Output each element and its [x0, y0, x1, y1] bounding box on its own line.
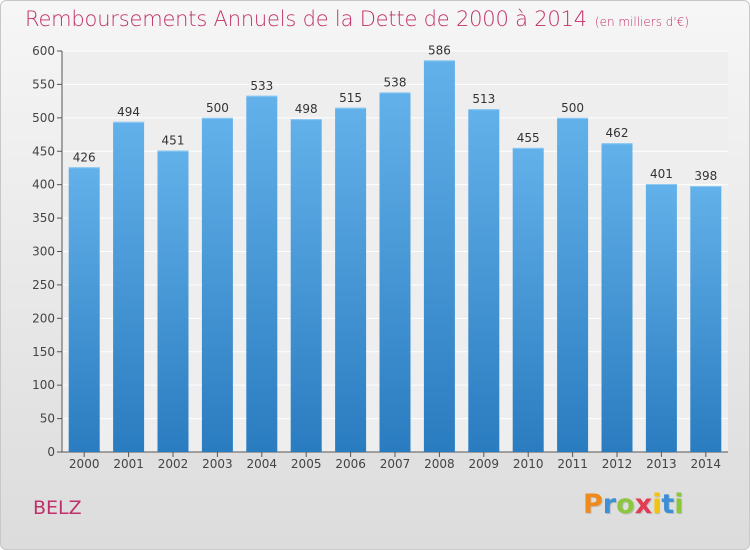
x-tick-label: 2004: [247, 457, 278, 471]
bar[interactable]: [68, 167, 100, 453]
x-tick-label: 2000: [69, 457, 100, 471]
logo-letter: r: [602, 489, 617, 520]
logo-letter: x: [634, 489, 653, 520]
bar[interactable]: [379, 92, 411, 452]
x-tick-label: 2005: [291, 457, 322, 471]
commune-name: BELZ: [33, 497, 82, 519]
y-tick-label: 100: [32, 378, 55, 392]
chart-title: Remboursements Annuels de la Dette de 20…: [25, 7, 689, 31]
x-tick-label: 2009: [469, 457, 500, 471]
y-tick-label: 500: [32, 111, 55, 125]
data-label: 451: [162, 134, 185, 148]
y-tick-label: 350: [32, 211, 55, 225]
logo-letter: P: [583, 489, 603, 520]
chart-subtitle: (en milliers d'€): [594, 15, 690, 29]
bar[interactable]: [645, 183, 677, 452]
bar[interactable]: [113, 121, 145, 453]
y-tick-label: 450: [32, 144, 55, 158]
bar[interactable]: [512, 147, 544, 453]
y-tick-label: 200: [32, 311, 55, 325]
data-label: 462: [606, 126, 629, 140]
data-label: 398: [694, 169, 717, 183]
bar[interactable]: [246, 95, 278, 453]
data-label: 533: [250, 79, 273, 93]
y-tick-label: 300: [32, 245, 55, 259]
bar[interactable]: [557, 117, 589, 452]
logo-letter: i: [674, 489, 684, 520]
data-label: 401: [650, 167, 673, 181]
x-tick-label: 2014: [691, 457, 722, 471]
y-tick-label: 50: [40, 412, 55, 426]
data-label: 586: [428, 43, 451, 57]
data-label: 500: [561, 101, 584, 115]
bar[interactable]: [690, 186, 722, 452]
y-tick-label: 150: [32, 345, 55, 359]
proxiti-logo[interactable]: Proxiti: [583, 489, 684, 520]
logo-letter: i: [652, 489, 662, 520]
title-text: Remboursements Annuels de la Dette de 20…: [25, 7, 587, 31]
x-tick-label: 2011: [557, 457, 588, 471]
data-label: 513: [472, 92, 495, 106]
x-tick-label: 2003: [202, 457, 233, 471]
bar[interactable]: [335, 107, 367, 452]
x-tick-label: 2001: [113, 457, 144, 471]
data-label: 455: [517, 131, 540, 145]
bar[interactable]: [290, 119, 322, 453]
x-tick-label: 2008: [424, 457, 455, 471]
bar[interactable]: [601, 143, 633, 453]
x-tick-label: 2002: [158, 457, 189, 471]
data-label: 426: [73, 150, 96, 164]
bar[interactable]: [201, 117, 233, 452]
x-tick-label: 2006: [335, 457, 366, 471]
data-label: 494: [117, 105, 140, 119]
x-tick-label: 2013: [646, 457, 677, 471]
data-label: 498: [295, 102, 318, 116]
bar[interactable]: [468, 109, 500, 453]
data-label: 538: [384, 75, 407, 89]
y-tick-label: 600: [32, 44, 55, 58]
x-tick-label: 2012: [602, 457, 633, 471]
bar[interactable]: [423, 60, 455, 453]
x-tick-label: 2010: [513, 457, 544, 471]
data-label: 515: [339, 91, 362, 105]
y-tick-label: 0: [47, 445, 55, 459]
y-tick-label: 550: [32, 77, 55, 91]
data-label: 500: [206, 101, 229, 115]
logo-letter: o: [616, 489, 635, 520]
bar[interactable]: [157, 150, 189, 452]
y-tick-label: 400: [32, 178, 55, 192]
x-tick-label: 2007: [380, 457, 411, 471]
y-tick-label: 250: [32, 278, 55, 292]
logo-letter: t: [661, 489, 675, 520]
